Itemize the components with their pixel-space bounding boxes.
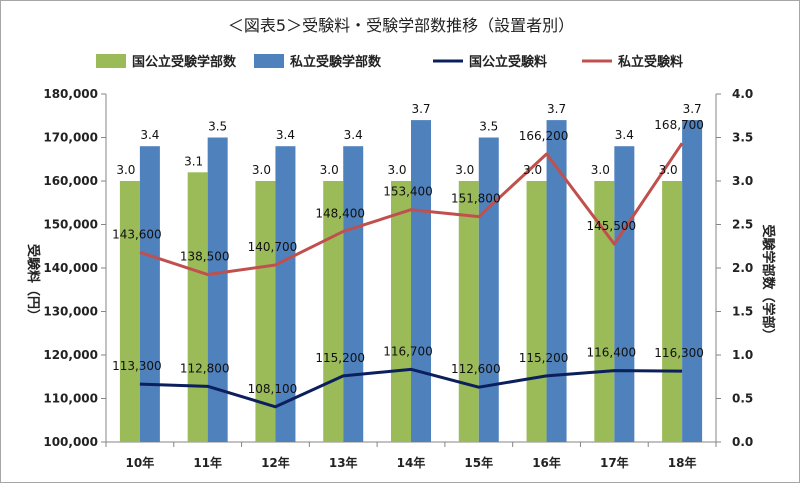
bar-public-faculties xyxy=(391,181,411,442)
y-right-tick-label: 0.0 xyxy=(732,435,753,449)
y-left-tick-label: 130,000 xyxy=(43,305,98,319)
bar-private-faculties xyxy=(411,120,431,442)
y-left-tick-label: 170,000 xyxy=(43,131,98,145)
bar-private-faculties xyxy=(139,146,160,442)
bar-private-faculties xyxy=(207,137,228,442)
data-label-private-fee: 143,600 xyxy=(112,227,162,241)
x-tick-label: 11年 xyxy=(193,455,222,470)
data-label-public-faculties: 3.0 xyxy=(320,163,339,177)
data-label-private-faculties: 3.7 xyxy=(683,102,702,116)
bar-private-faculties xyxy=(614,146,635,442)
data-label-private-fee: 151,800 xyxy=(451,192,501,206)
y-left-tick-label: 110,000 xyxy=(43,392,98,406)
bar-private-faculties xyxy=(275,146,296,442)
legend: 国公立受験学部数 私立受験学部数 国公立受験料 私立受験料 xyxy=(96,54,683,70)
y-left-tick-label: 140,000 xyxy=(43,261,98,275)
data-label-public-fee: 112,600 xyxy=(451,362,501,376)
bar-private-faculties xyxy=(546,120,567,442)
y-right-tick-label: 3.5 xyxy=(732,131,753,145)
bars xyxy=(119,120,703,443)
data-labels: 3.0 3.1 3.0 3.0 3.0 3.0 3.0 3.0 3.0 3.4 3.5 3.4 3.4 3… xyxy=(112,102,704,396)
data-label-public-faculties: 3.0 xyxy=(387,163,406,177)
data-label-private-fee: 145,500 xyxy=(587,219,637,233)
data-label-private-faculties: 3.7 xyxy=(547,102,566,116)
bar-public-faculties xyxy=(119,181,140,442)
x-tick-label: 18年 xyxy=(668,455,697,470)
x-tick-label: 17年 xyxy=(600,455,629,470)
y-left-tick-label: 100,000 xyxy=(43,435,98,449)
data-label-private-faculties: 3.5 xyxy=(208,120,227,134)
data-label-public-faculties: 3.1 xyxy=(184,154,203,168)
data-label-public-fee: 116,700 xyxy=(383,344,433,358)
x-tick-label: 15年 xyxy=(464,455,493,470)
bar-public-faculties xyxy=(255,181,276,442)
legend-label: 私立受験学部数 xyxy=(290,54,382,70)
bar-public-faculties xyxy=(187,172,208,443)
bar-public-faculties xyxy=(458,181,479,442)
y-right-tick-label: 3.0 xyxy=(732,174,753,188)
y-axis-right-title: 受験学部数（学部） xyxy=(760,224,776,341)
legend-swatch-private-faculties xyxy=(254,54,284,68)
line-private-fee xyxy=(139,142,684,277)
data-label-public-fee: 115,200 xyxy=(315,351,365,365)
data-label-private-faculties: 3.4 xyxy=(140,128,159,142)
x-tick-label: 10年 xyxy=(126,455,155,470)
bar-private-faculties xyxy=(682,120,703,442)
data-label-private-fee: 166,200 xyxy=(519,129,569,143)
y-right-tick-label: 0.5 xyxy=(732,392,753,406)
legend-swatch-public-faculties xyxy=(96,54,126,68)
y-left-tick-label: 160,000 xyxy=(43,174,98,188)
data-label-public-fee: 112,800 xyxy=(180,361,230,375)
line-public-fee xyxy=(139,367,683,409)
data-label-public-fee: 116,400 xyxy=(587,346,637,360)
data-label-public-faculties: 3.0 xyxy=(523,163,542,177)
data-label-private-faculties: 3.4 xyxy=(344,128,363,142)
legend-label: 私立受験料 xyxy=(618,54,683,70)
y-right-tick-label: 2.5 xyxy=(732,218,753,232)
bar-public-faculties xyxy=(594,181,615,442)
y-axis-left-title: 受験料（円） xyxy=(25,244,41,322)
chart-title: ＜図表5＞受験料・受験学部数推移（設置者別） xyxy=(228,16,574,35)
data-label-public-faculties: 3.0 xyxy=(252,163,271,177)
data-label-private-fee: 148,400 xyxy=(315,206,365,220)
data-label-private-fee: 140,700 xyxy=(248,240,298,254)
x-tick-label: 16年 xyxy=(532,455,561,470)
bar-public-faculties xyxy=(526,181,547,442)
data-label-public-faculties: 3.0 xyxy=(116,163,135,177)
y-right-tick-label: 1.0 xyxy=(732,348,753,362)
data-label-private-fee: 153,400 xyxy=(383,185,433,199)
data-label-private-faculties: 3.5 xyxy=(479,120,498,134)
y-left-tick-label: 120,000 xyxy=(43,348,98,362)
axes: 100,000 110,000 120,000 130,000 140,000 150,0… xyxy=(43,87,753,470)
data-label-public-fee: 115,200 xyxy=(519,351,569,365)
data-label-public-faculties: 3.0 xyxy=(659,163,678,177)
y-right-tick-label: 4.0 xyxy=(732,87,753,101)
x-tick-label: 13年 xyxy=(329,455,358,470)
data-label-public-fee: 108,100 xyxy=(248,382,298,396)
legend-label: 国公立受験学部数 xyxy=(132,54,237,70)
x-tick-label: 14年 xyxy=(397,455,426,470)
y-left-tick-label: 180,000 xyxy=(43,87,98,101)
y-right-tick-label: 2.0 xyxy=(732,261,753,275)
data-label-private-faculties: 3.7 xyxy=(411,102,430,116)
y-left-tick-label: 150,000 xyxy=(43,218,98,232)
bar-public-faculties xyxy=(662,181,683,442)
x-tick-label: 12年 xyxy=(261,455,290,470)
legend-label: 国公立受験料 xyxy=(469,54,547,70)
data-label-private-fee: 168,700 xyxy=(654,118,704,132)
data-label-private-faculties: 3.4 xyxy=(615,128,634,142)
lines xyxy=(139,142,684,409)
bar-private-faculties xyxy=(343,146,364,442)
data-label-public-fee: 116,300 xyxy=(654,346,704,360)
data-label-private-faculties: 3.4 xyxy=(276,128,295,142)
data-label-public-faculties: 3.0 xyxy=(455,163,474,177)
data-label-private-fee: 138,500 xyxy=(180,250,230,264)
data-label-public-fee: 113,300 xyxy=(112,359,162,373)
data-label-public-faculties: 3.0 xyxy=(591,163,610,177)
y-right-tick-label: 1.5 xyxy=(732,305,753,319)
bar-private-faculties xyxy=(478,137,499,442)
